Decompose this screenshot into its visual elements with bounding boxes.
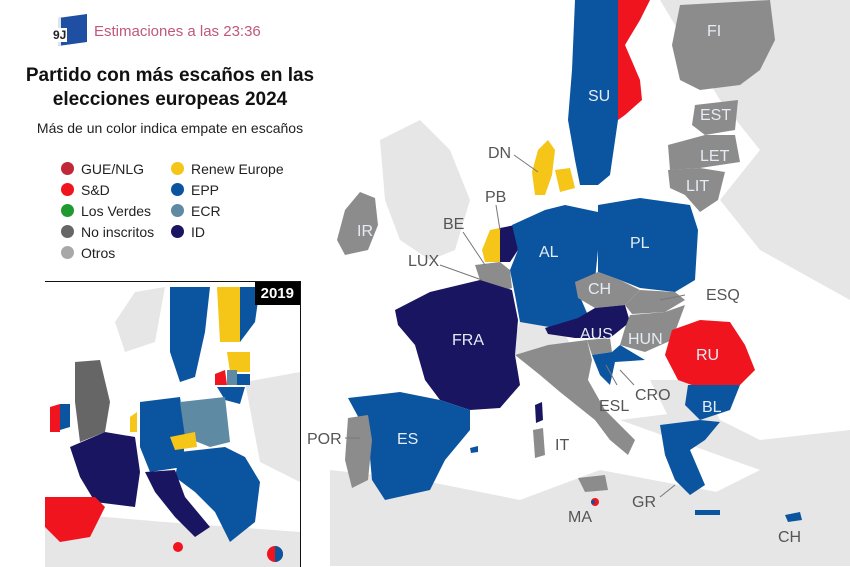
map-subtitle: Más de un color indica empate en escaños xyxy=(36,120,304,136)
country-poland[interactable] xyxy=(598,198,698,292)
label-bl: BL xyxy=(702,399,722,416)
legend: GUE/NLG Renew Europe S&D EPP Los Verdes … xyxy=(61,160,311,261)
label-cy: CH xyxy=(778,529,801,546)
label-hun: HUN xyxy=(628,331,663,348)
label-esq: ESQ xyxy=(706,287,740,304)
legend-dot-icon xyxy=(61,225,74,238)
label-let: LET xyxy=(700,148,730,165)
country-ireland[interactable] xyxy=(337,192,378,255)
legend-dot-icon xyxy=(171,162,184,175)
legend-dot-icon xyxy=(171,225,184,238)
country-germany[interactable] xyxy=(510,205,598,328)
label-esl: ESL xyxy=(599,398,629,415)
label-pb: PB xyxy=(485,189,506,206)
country-czechia[interactable] xyxy=(575,272,640,308)
legend-dot-icon xyxy=(171,204,184,217)
country-latvia[interactable] xyxy=(668,135,740,170)
country-crete[interactable] xyxy=(695,510,720,515)
label-dn: DN xyxy=(488,145,511,162)
header: 9J Estimaciones a las 23:36 xyxy=(52,13,261,48)
legend-item-sd: S&D xyxy=(61,181,171,198)
label-fra: FRA xyxy=(452,332,484,349)
country-sweden-epp[interactable] xyxy=(568,0,618,185)
country-balearic[interactable] xyxy=(470,446,478,453)
legend-item-gue-nlg: GUE/NLG xyxy=(61,160,171,177)
country-netherlands-id[interactable] xyxy=(500,225,518,262)
label-al: AL xyxy=(539,244,559,261)
label-aus: AUS xyxy=(580,326,613,343)
country-corsica[interactable] xyxy=(535,402,543,423)
country-portugal[interactable] xyxy=(345,415,372,488)
country-belgium[interactable] xyxy=(475,262,512,292)
label-ru: RU xyxy=(696,347,719,364)
legend-item-id: ID xyxy=(171,223,311,240)
label-su: SU xyxy=(588,88,610,105)
country-greece[interactable] xyxy=(660,420,720,495)
country-france[interactable] xyxy=(395,280,520,410)
legend-dot-icon xyxy=(171,183,184,196)
country-finland[interactable] xyxy=(672,0,775,90)
legend-item-renew: Renew Europe xyxy=(171,160,311,177)
inset-map-2019: 2019 xyxy=(45,281,301,567)
label-ir: IR xyxy=(357,223,373,240)
label-est: EST xyxy=(700,107,731,124)
legend-dot-icon xyxy=(61,204,74,217)
country-malta-epp xyxy=(591,500,595,504)
legend-item-no-inscritos: No inscritos xyxy=(61,223,171,240)
legend-item-ecr: ECR xyxy=(171,202,311,219)
country-sardinia[interactable] xyxy=(533,428,545,458)
country-denmark[interactable] xyxy=(532,140,575,195)
country-netherlands-renew[interactable] xyxy=(482,228,500,262)
label-por: POR xyxy=(307,431,342,448)
legend-item-epp: EPP xyxy=(171,181,311,198)
country-slovakia[interactable] xyxy=(625,290,685,314)
label-lit: LIT xyxy=(686,178,709,195)
label-it: IT xyxy=(555,437,569,454)
leader-lines xyxy=(345,154,686,498)
country-estonia[interactable] xyxy=(692,100,738,135)
ballot-box-logo-icon: 9J xyxy=(52,13,87,48)
legend-item-verdes: Los Verdes xyxy=(61,202,171,219)
year-badge: 2019 xyxy=(254,282,300,305)
legend-dot-icon xyxy=(61,246,74,259)
legend-dot-icon xyxy=(61,162,74,175)
country-sicily[interactable] xyxy=(578,475,608,492)
inset-map-svg xyxy=(45,282,300,567)
label-be: BE xyxy=(443,216,464,233)
label-ch: CH xyxy=(588,281,611,298)
country-sweden-sd[interactable] xyxy=(618,0,650,120)
country-croatia[interactable] xyxy=(592,345,645,385)
country-austria[interactable] xyxy=(545,305,630,338)
country-slovenia[interactable] xyxy=(587,338,612,355)
label-ma: MA xyxy=(568,509,592,526)
country-lithuania[interactable] xyxy=(668,168,725,212)
estimate-time-label: Estimaciones a las 23:36 xyxy=(94,22,261,40)
country-spain[interactable] xyxy=(348,392,470,500)
map-title: Partido con más escaños en las eleccione… xyxy=(25,65,315,110)
label-fi: FI xyxy=(707,23,721,40)
legend-dot-icon xyxy=(61,183,74,196)
label-gr: GR xyxy=(632,494,656,511)
label-lux: LUX xyxy=(408,253,439,270)
country-bulgaria[interactable] xyxy=(685,385,740,420)
label-cro: CRO xyxy=(635,387,671,404)
country-hungary[interactable] xyxy=(620,305,685,352)
country-romania[interactable] xyxy=(665,320,755,388)
legend-item-otros: Otros xyxy=(61,244,171,261)
country-italy[interactable] xyxy=(515,340,635,455)
country-cyprus[interactable] xyxy=(785,512,802,522)
label-pl: PL xyxy=(630,235,650,252)
label-es: ES xyxy=(397,431,418,448)
